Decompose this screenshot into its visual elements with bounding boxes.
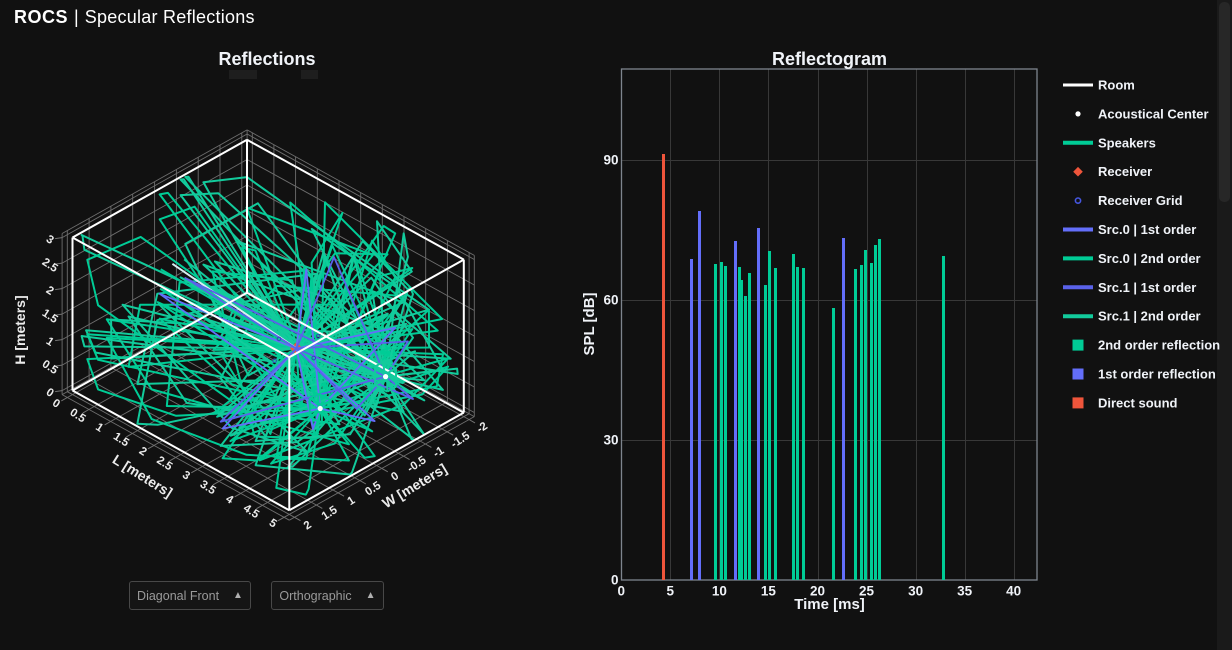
svg-text:Reflectogram: Reflectogram <box>772 49 887 69</box>
svg-text:Speakers: Speakers <box>1098 135 1156 150</box>
svg-text:10: 10 <box>712 584 727 599</box>
svg-text:40: 40 <box>1006 584 1021 599</box>
svg-text:0: 0 <box>618 584 626 599</box>
svg-text:4: 4 <box>223 493 235 507</box>
svg-text:Receiver Grid: Receiver Grid <box>1098 193 1183 208</box>
svg-text:Reflections: Reflections <box>218 49 315 69</box>
svg-text:1: 1 <box>93 421 105 435</box>
svg-text:1st order reflection: 1st order reflection <box>1098 367 1216 382</box>
svg-text:0: 0 <box>611 573 619 588</box>
svg-text:Time [ms]: Time [ms] <box>794 596 865 613</box>
svg-text:0: 0 <box>44 386 56 400</box>
svg-text:-1.5: -1.5 <box>449 430 473 451</box>
svg-text:20: 20 <box>810 584 825 599</box>
svg-text:0: 0 <box>50 397 62 411</box>
svg-text:30: 30 <box>603 433 618 448</box>
svg-text:Room: Room <box>1098 78 1135 93</box>
svg-text:15: 15 <box>761 584 777 599</box>
svg-text:-2: -2 <box>475 420 490 436</box>
svg-text:1: 1 <box>346 494 358 508</box>
svg-text:0: 0 <box>389 470 401 484</box>
svg-text:Src.0 | 1st order: Src.0 | 1st order <box>1098 222 1196 237</box>
svg-text:25: 25 <box>859 584 875 599</box>
svg-text:2nd order reflection: 2nd order reflection <box>1098 338 1220 353</box>
svg-text:1.5: 1.5 <box>320 504 340 523</box>
svg-text:2: 2 <box>137 445 149 459</box>
svg-text:2: 2 <box>44 284 56 298</box>
svg-text:1.5: 1.5 <box>40 307 60 326</box>
svg-text:1.5: 1.5 <box>111 431 131 450</box>
svg-text:H [meters]: H [meters] <box>12 295 28 364</box>
svg-text:Src.1 | 2nd order: Src.1 | 2nd order <box>1098 309 1201 324</box>
svg-text:60: 60 <box>603 293 618 308</box>
svg-text:Receiver: Receiver <box>1098 164 1152 179</box>
svg-text:5: 5 <box>267 517 279 531</box>
svg-text:0.5: 0.5 <box>68 407 88 426</box>
svg-text:30: 30 <box>908 584 923 599</box>
svg-text:1: 1 <box>44 335 56 349</box>
svg-text:35: 35 <box>957 584 973 599</box>
svg-text:2.5: 2.5 <box>40 256 60 275</box>
svg-text:0.5: 0.5 <box>40 358 60 377</box>
svg-text:3.5: 3.5 <box>198 478 218 497</box>
svg-text:-1: -1 <box>431 444 447 460</box>
svg-text:Src.0 | 2nd order: Src.0 | 2nd order <box>1098 251 1201 266</box>
svg-text:SPL [dB]: SPL [dB] <box>581 292 598 355</box>
svg-text:5: 5 <box>667 584 675 599</box>
svg-text:4.5: 4.5 <box>241 502 261 521</box>
svg-text:90: 90 <box>603 153 618 168</box>
svg-text:3: 3 <box>180 469 192 483</box>
svg-text:Acoustical Center: Acoustical Center <box>1098 106 1209 121</box>
svg-text:2: 2 <box>302 519 314 533</box>
svg-text:2.5: 2.5 <box>154 454 174 473</box>
svg-text:Direct sound: Direct sound <box>1098 395 1178 410</box>
svg-text:Src.1 | 1st order: Src.1 | 1st order <box>1098 280 1196 295</box>
svg-text:3: 3 <box>44 233 56 247</box>
